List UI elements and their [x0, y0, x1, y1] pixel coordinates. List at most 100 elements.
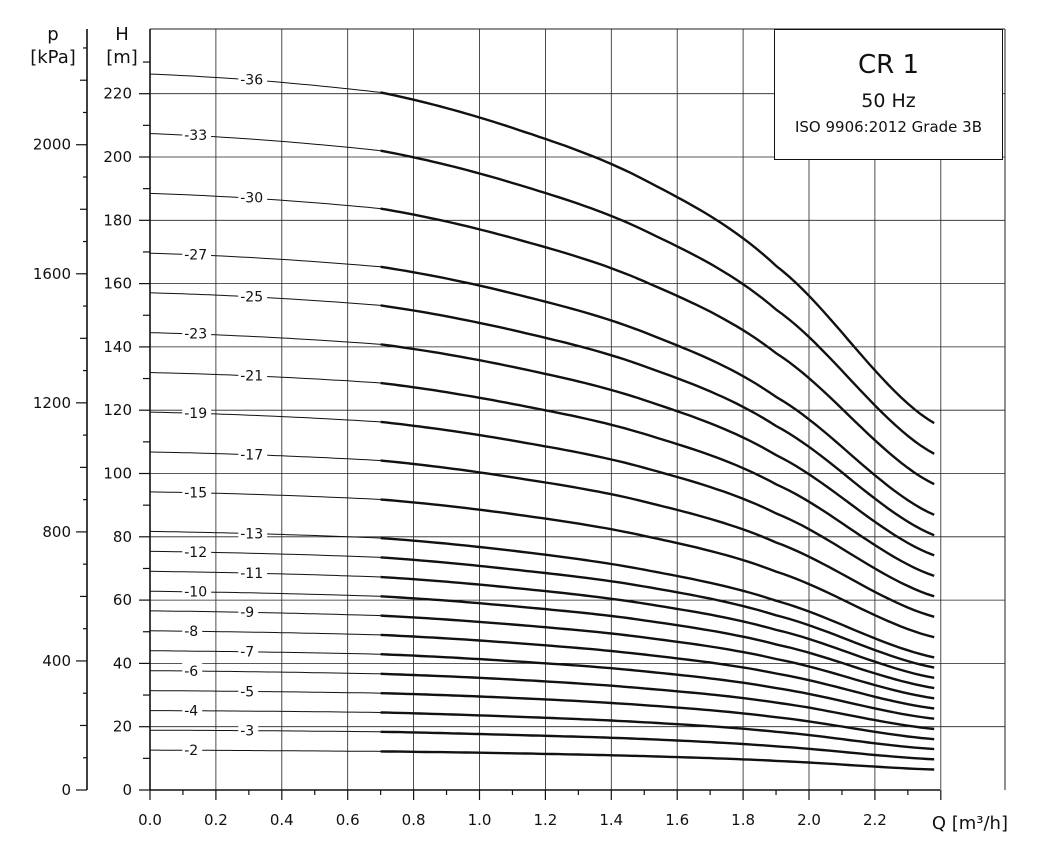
- stage-label-bg: [182, 661, 203, 678]
- q-tick-label: 1.4: [599, 811, 623, 829]
- stage-label: -19: [184, 406, 207, 422]
- stage-label: -7: [240, 645, 254, 661]
- stage-label-bg: [238, 366, 268, 383]
- h-tick-label: 160: [103, 275, 132, 293]
- q-tick-label: 2.0: [797, 811, 821, 829]
- q-tick-label: 1.2: [533, 811, 557, 829]
- stage-label: -17: [240, 447, 263, 463]
- q-tick-label: 0.6: [336, 811, 360, 829]
- curve-bold--4: [380, 711, 935, 751]
- curve-thin--5: [149, 690, 381, 694]
- h-tick-label: 220: [103, 85, 132, 103]
- curve-bold--10: [380, 595, 935, 690]
- curve-bold--33: [380, 149, 935, 455]
- h-tick-label: 200: [103, 148, 132, 166]
- stage-label-bg: [182, 582, 212, 599]
- stage-label: -12: [184, 545, 207, 561]
- curve-bold--36: [380, 91, 935, 425]
- h-tick-label: 180: [103, 211, 132, 229]
- stage-label: -9: [240, 605, 254, 621]
- stage-label: -2: [184, 743, 198, 759]
- stage-label-bg: [182, 126, 212, 143]
- stage-label-bg: [238, 188, 268, 205]
- curve-thin--7: [149, 650, 381, 655]
- stage-label-bg: [182, 622, 203, 639]
- p-axis-symbol: p: [47, 24, 58, 45]
- stage-labels: -36 -33 -30 -27 -25 -23 -21 -19 -17 -15 -13 -12 -11 -…: [182, 70, 268, 759]
- p-axis-unit: [kPa]: [30, 47, 76, 68]
- curve-bold--11: [380, 575, 935, 679]
- h-axis-symbol: H: [115, 24, 129, 45]
- stage-label-bg: [182, 483, 212, 500]
- stage-label: -30: [240, 191, 263, 207]
- stage-label-bg: [238, 603, 259, 620]
- stage-label: -11: [240, 566, 263, 582]
- curve-bold--6: [380, 672, 935, 731]
- p-tick-label: 800: [42, 523, 71, 541]
- stage-label: -21: [240, 368, 263, 384]
- curve-bold--17: [380, 459, 935, 618]
- q-tick-label: 1.6: [665, 811, 689, 829]
- stage-label-bg: [238, 524, 268, 541]
- h-axis-unit: [m]: [106, 47, 138, 68]
- q-tick-label: 1.0: [468, 811, 492, 829]
- stage-label: -25: [240, 289, 263, 305]
- stage-label-bg: [238, 642, 259, 659]
- stage-label-bg: [182, 542, 212, 559]
- p-tick-label: 1200: [33, 394, 71, 412]
- stage-label-bg: [238, 287, 268, 304]
- stage-label-bg: [238, 682, 259, 699]
- curve-bold--5: [380, 692, 935, 741]
- p-tick-label: 0: [61, 781, 71, 799]
- standard-label: ISO 9906:2012 Grade 3B: [794, 118, 983, 136]
- q-tick-label: 2.2: [863, 811, 887, 829]
- stage-label: -8: [184, 624, 198, 640]
- curve-bold--19: [380, 420, 935, 598]
- stage-label-bg: [238, 721, 259, 738]
- h-tick-label: 80: [113, 528, 132, 546]
- curve-bold--12: [380, 556, 935, 669]
- curve-bold--27: [380, 265, 935, 516]
- h-tick-label: 120: [103, 401, 132, 419]
- curve-bold--15: [380, 498, 935, 639]
- stage-label: -3: [240, 724, 254, 740]
- curve-bold--7: [380, 653, 935, 720]
- h-tick-label: 60: [113, 591, 132, 609]
- curve-bold--3: [380, 730, 935, 761]
- stage-label: -23: [184, 327, 207, 343]
- stage-label-bg: [182, 404, 212, 421]
- stage-label: -36: [240, 72, 263, 88]
- stage-label-bg: [182, 741, 203, 758]
- stage-label-bg: [238, 445, 268, 462]
- curve-bold--2: [380, 750, 935, 771]
- stage-label-bg: [182, 701, 203, 718]
- curve-bold--25: [380, 304, 935, 537]
- stage-label: -6: [184, 664, 198, 680]
- stage-label: -4: [184, 704, 198, 720]
- curve-bold--30: [380, 207, 935, 486]
- stage-label-bg: [182, 324, 212, 341]
- chart-title-box: CR 1 50 Hz ISO 9906:2012 Grade 3B: [774, 29, 1003, 160]
- stage-label: -27: [184, 247, 207, 263]
- stage-label-bg: [238, 563, 268, 580]
- stage-label: -10: [184, 585, 207, 601]
- curve-thin--3: [150, 729, 381, 733]
- h-tick-label: 20: [113, 718, 132, 736]
- curve-bold--9: [380, 614, 935, 700]
- stage-label: -15: [184, 486, 207, 502]
- q-tick-label: 0.2: [204, 811, 228, 829]
- stage-label: -33: [184, 128, 207, 144]
- h-tick-label: 40: [113, 654, 132, 672]
- curve-thin--9: [150, 610, 381, 617]
- stage-label: -13: [240, 526, 263, 542]
- curve-bold--13: [380, 536, 935, 659]
- curve-bold--23: [380, 343, 935, 557]
- stage-label: -5: [240, 684, 254, 700]
- stage-label-bg: [182, 245, 212, 262]
- q-tick-label: 1.8: [731, 811, 755, 829]
- q-tick-label: 0.4: [270, 811, 294, 829]
- curve-bold--8: [380, 633, 935, 710]
- frequency-label: 50 Hz: [861, 90, 916, 112]
- h-tick-label: 100: [103, 465, 132, 483]
- p-tick-label: 400: [42, 652, 71, 670]
